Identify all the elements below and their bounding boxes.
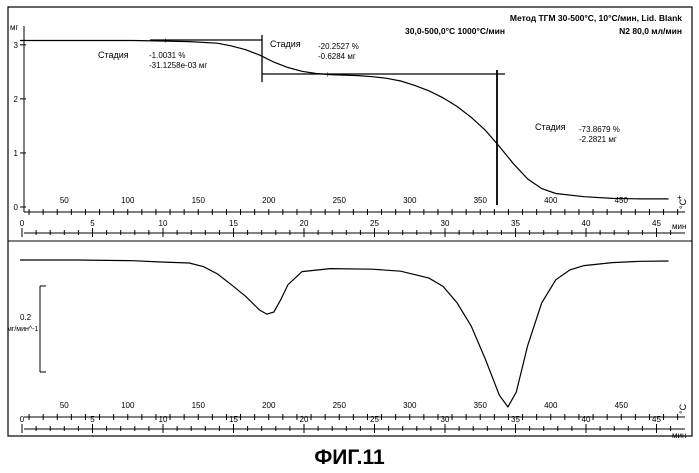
tga-temp-tick-label: 50 [60, 196, 69, 205]
tga-time-tick-label: 25 [370, 219, 379, 228]
dtg-time-tick-label: 30 [441, 415, 450, 424]
dtg-time-tick-label: 10 [159, 415, 168, 424]
step1-mass: -31.1258e-03 мг [149, 61, 207, 70]
tga-y-tick-label: 1 [14, 149, 19, 158]
step2-label: Стадия [270, 39, 301, 49]
tga-y-tick-label: 2 [14, 95, 19, 104]
tga-time-tick-label: 5 [90, 219, 95, 228]
dtg-temp-unit: °С [678, 403, 688, 414]
tga-time-tick-label: 20 [300, 219, 309, 228]
tga-time-tick-label: 35 [511, 219, 520, 228]
dtg-time-tick-label: 0 [20, 415, 25, 424]
tga-ylabel: мг [10, 23, 19, 32]
method-params: 30,0-500,0°С 1000°С/мин [405, 26, 505, 36]
step2-pct: -20.2527 % [318, 42, 359, 51]
dtg-time-tick-label: 15 [229, 415, 238, 424]
tga-temp-tick-label: 200 [262, 196, 276, 205]
tga-y-tick-label: 0 [14, 203, 19, 212]
dtg-series-line [20, 260, 669, 407]
tga-chart: мг 0 1 2 3 50 100 150 200 250 300 350 400 450 0 5 10 1… [10, 23, 688, 237]
dtg-time-tick-label: 5 [90, 415, 95, 424]
dtg-time-axis: 0 5 10 15 20 25 30 35 40 45 [20, 415, 671, 433]
dtg-time-tick-label: 40 [582, 415, 591, 424]
tga-time-unit: мин [672, 222, 686, 231]
method-title: Метод ТГМ 30-500°С, 10°С/мин, Lid. Blank [510, 13, 682, 23]
end-marker-glyph: + [677, 193, 682, 202]
step3-mass: -2.2821 мг [579, 135, 617, 144]
tga-time-tick-label: 40 [582, 219, 591, 228]
dtg-temp-tick-label: 200 [262, 401, 276, 410]
dtg-temp-tick-label: 50 [60, 401, 69, 410]
tga-temp-tick-label: 250 [333, 196, 347, 205]
dtg-temp-tick-label: 150 [192, 401, 206, 410]
dtg-time-unit: мин [672, 431, 686, 440]
figure-caption: ФИГ.11 [0, 446, 699, 470]
dtg-temp-tick-label: 250 [333, 401, 347, 410]
dtg-temp-tick-label: 400 [544, 401, 558, 410]
dtg-time-tick-label: 25 [370, 415, 379, 424]
tga-time-tick-label: 0 [20, 219, 25, 228]
step2-mass: -0.6284 мг [318, 52, 356, 61]
dtg-time-tick-label: 35 [511, 415, 520, 424]
tga-temp-tick-label: 350 [474, 196, 488, 205]
step3-pct: -73.8679 % [579, 125, 620, 134]
dtg-ylabel: мг/мин^-1 [7, 326, 39, 333]
step3-label: Стадия [535, 122, 566, 132]
step1-pct: -1.0031 % [149, 51, 185, 60]
tga-temp-tick-label: 300 [403, 196, 417, 205]
dtg-temp-tick-label: 450 [615, 401, 629, 410]
tga-temp-tick-label: 150 [192, 196, 206, 205]
tga-time-tick-label: 45 [652, 219, 661, 228]
tga-time-tick-label: 10 [159, 219, 168, 228]
dtg-temp-tick-label: 300 [403, 401, 417, 410]
tga-time-tick-label: 30 [441, 219, 450, 228]
dtg-temp-tick-label: 100 [121, 401, 135, 410]
dtg-temp-tick-label: 350 [474, 401, 488, 410]
tga-y-tick-label: 3 [14, 41, 19, 50]
tga-time-tick-label: 15 [229, 219, 238, 228]
tga-series-line [20, 41, 669, 199]
purge-gas: N2 80,0 мл/мин [619, 26, 682, 36]
tga-temp-tick-label: 100 [121, 196, 135, 205]
dtg-time-tick-label: 45 [652, 415, 661, 424]
dtg-scale-value: 0.2 [20, 313, 32, 322]
dtg-chart: 0.2 мг/мин^-1 50100150200250300350400450… [7, 260, 688, 440]
tga-time-axis: 0 5 10 15 20 25 30 35 40 45 [20, 219, 671, 237]
tga-temp-tick-label: 450 [615, 196, 629, 205]
tga-temp-tick-label: 400 [544, 196, 558, 205]
dtg-time-tick-label: 20 [300, 415, 309, 424]
step1-label: Стадия [98, 50, 129, 60]
